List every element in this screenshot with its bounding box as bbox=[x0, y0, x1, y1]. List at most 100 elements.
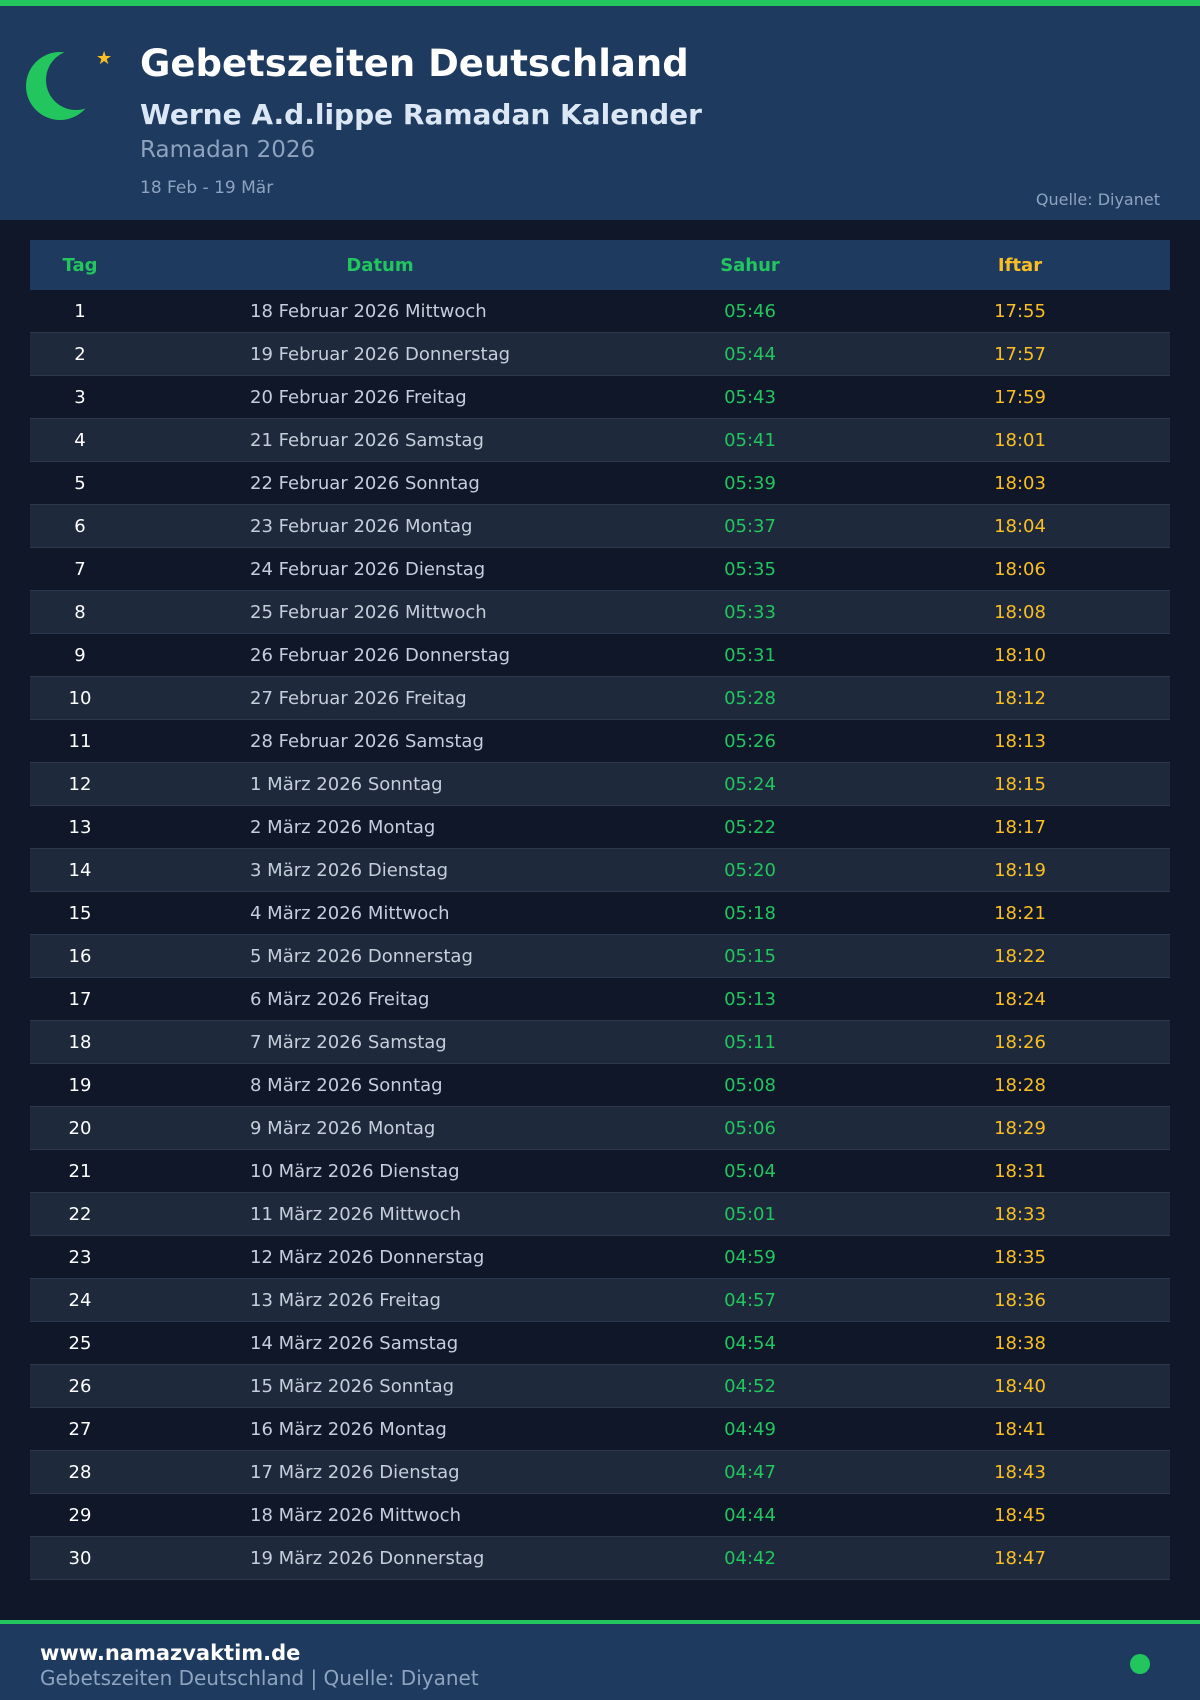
table-row: 27 16 März 2026 Montag 04:49 18:41 bbox=[30, 1408, 1170, 1451]
table-row: 4 21 Februar 2026 Samstag 05:41 18:01 bbox=[30, 419, 1170, 462]
footer-subtitle: Gebetszeiten Deutschland | Quelle: Diyan… bbox=[40, 1666, 479, 1690]
iftar-time: 18:28 bbox=[994, 1074, 1046, 1096]
day-number: 30 bbox=[68, 1547, 92, 1569]
day-number: 27 bbox=[68, 1418, 92, 1440]
sahur-time: 05:04 bbox=[724, 1160, 776, 1182]
column-header-iftar: Iftar bbox=[997, 254, 1043, 276]
date-cell: 25 Februar 2026 Mittwoch bbox=[250, 601, 487, 623]
day-number: 20 bbox=[68, 1117, 92, 1139]
date-cell: 21 Februar 2026 Samstag bbox=[250, 429, 484, 451]
iftar-time: 18:17 bbox=[994, 816, 1046, 838]
iftar-time: 18:19 bbox=[994, 859, 1046, 881]
sahur-time: 05:08 bbox=[724, 1074, 776, 1096]
day-number: 19 bbox=[68, 1074, 92, 1096]
iftar-time: 18:04 bbox=[994, 515, 1046, 537]
date-cell: 3 März 2026 Dienstag bbox=[250, 859, 449, 881]
table-row: 29 18 März 2026 Mittwoch 04:44 18:45 bbox=[30, 1494, 1170, 1537]
day-number: 21 bbox=[68, 1160, 92, 1182]
date-cell: 19 März 2026 Donnerstag bbox=[250, 1547, 485, 1569]
sahur-time: 05:37 bbox=[724, 515, 776, 537]
sahur-time: 05:22 bbox=[724, 816, 776, 838]
day-number: 3 bbox=[74, 386, 86, 408]
table-row: 23 12 März 2026 Donnerstag 04:59 18:35 bbox=[30, 1236, 1170, 1279]
table-row: 7 24 Februar 2026 Dienstag 05:35 18:06 bbox=[30, 548, 1170, 591]
crescent-moon-icon bbox=[26, 52, 94, 120]
date-cell: 18 März 2026 Mittwoch bbox=[250, 1504, 461, 1526]
day-number: 16 bbox=[68, 945, 92, 967]
table-row: 21 10 März 2026 Dienstag 05:04 18:31 bbox=[30, 1150, 1170, 1193]
table-row: 28 17 März 2026 Dienstag 04:47 18:43 bbox=[30, 1451, 1170, 1494]
date-cell: 22 Februar 2026 Sonntag bbox=[250, 472, 480, 494]
sahur-time: 05:01 bbox=[724, 1203, 776, 1225]
day-number: 9 bbox=[74, 644, 86, 666]
page-header: ★ Gebetszeiten Deutschland Werne A.d.lip… bbox=[0, 6, 1200, 220]
date-cell: 6 März 2026 Freitag bbox=[250, 988, 430, 1010]
date-cell: 9 März 2026 Montag bbox=[250, 1117, 436, 1139]
page-title: Gebetszeiten Deutschland bbox=[140, 42, 689, 85]
sahur-time: 05:31 bbox=[724, 644, 776, 666]
iftar-time: 18:08 bbox=[994, 601, 1046, 623]
site-link[interactable]: www.namazvaktim.de bbox=[40, 1641, 301, 1665]
iftar-time: 18:21 bbox=[994, 902, 1046, 924]
iftar-time: 18:13 bbox=[994, 730, 1046, 752]
date-cell: 27 Februar 2026 Freitag bbox=[250, 687, 467, 709]
iftar-time: 18:10 bbox=[994, 644, 1046, 666]
table-row: 1 18 Februar 2026 Mittwoch 05:46 17:55 bbox=[30, 290, 1170, 333]
iftar-time: 18:43 bbox=[994, 1461, 1046, 1483]
sahur-time: 05:11 bbox=[724, 1031, 776, 1053]
sahur-time: 05:33 bbox=[724, 601, 776, 623]
iftar-time: 18:03 bbox=[994, 472, 1046, 494]
footer-accent-line bbox=[0, 1620, 1200, 1624]
sahur-time: 05:18 bbox=[724, 902, 776, 924]
sahur-time: 04:49 bbox=[724, 1418, 776, 1440]
day-number: 11 bbox=[68, 730, 92, 752]
day-number: 22 bbox=[68, 1203, 92, 1225]
sahur-time: 04:57 bbox=[724, 1289, 776, 1311]
date-cell: 26 Februar 2026 Donnerstag bbox=[250, 644, 511, 666]
table-row: 6 23 Februar 2026 Montag 05:37 18:04 bbox=[30, 505, 1170, 548]
table-row: 9 26 Februar 2026 Donnerstag 05:31 18:10 bbox=[30, 634, 1170, 677]
day-number: 8 bbox=[74, 601, 86, 623]
iftar-time: 17:55 bbox=[994, 300, 1046, 322]
sahur-time: 04:47 bbox=[724, 1461, 776, 1483]
page-footer: www.namazvaktim.de Gebetszeiten Deutschl… bbox=[0, 1624, 1200, 1700]
date-cell: 11 März 2026 Mittwoch bbox=[250, 1203, 461, 1225]
day-number: 25 bbox=[68, 1332, 92, 1354]
day-number: 1 bbox=[74, 300, 86, 322]
iftar-time: 18:31 bbox=[994, 1160, 1046, 1182]
date-cell: 1 März 2026 Sonntag bbox=[250, 773, 443, 795]
day-number: 29 bbox=[68, 1504, 92, 1526]
table-row: 15 4 März 2026 Mittwoch 05:18 18:21 bbox=[30, 892, 1170, 935]
date-cell: 14 März 2026 Samstag bbox=[250, 1332, 459, 1354]
date-cell: 20 Februar 2026 Freitag bbox=[250, 386, 467, 408]
table-row: 13 2 März 2026 Montag 05:22 18:17 bbox=[30, 806, 1170, 849]
table-row: 24 13 März 2026 Freitag 04:57 18:36 bbox=[30, 1279, 1170, 1322]
table-row: 22 11 März 2026 Mittwoch 05:01 18:33 bbox=[30, 1193, 1170, 1236]
date-cell: 24 Februar 2026 Dienstag bbox=[250, 558, 486, 580]
day-number: 10 bbox=[68, 687, 92, 709]
table-row: 17 6 März 2026 Freitag 05:13 18:24 bbox=[30, 978, 1170, 1021]
sahur-time: 05:41 bbox=[724, 429, 776, 451]
day-number: 14 bbox=[68, 859, 92, 881]
table-row: 30 19 März 2026 Donnerstag 04:42 18:47 bbox=[30, 1537, 1170, 1580]
iftar-time: 18:38 bbox=[994, 1332, 1046, 1354]
sahur-time: 04:42 bbox=[724, 1547, 776, 1569]
date-cell: 28 Februar 2026 Samstag bbox=[250, 730, 484, 752]
iftar-time: 18:15 bbox=[994, 773, 1046, 795]
sahur-time: 05:26 bbox=[724, 730, 776, 752]
date-cell: 13 März 2026 Freitag bbox=[250, 1289, 441, 1311]
star-icon: ★ bbox=[96, 48, 113, 69]
date-cell: 18 Februar 2026 Mittwoch bbox=[250, 300, 487, 322]
sahur-time: 05:44 bbox=[724, 343, 776, 365]
iftar-time: 18:36 bbox=[994, 1289, 1046, 1311]
sahur-time: 04:44 bbox=[724, 1504, 776, 1526]
date-cell: 23 Februar 2026 Montag bbox=[250, 515, 473, 537]
date-cell: 19 Februar 2026 Donnerstag bbox=[250, 343, 511, 365]
sahur-time: 05:15 bbox=[724, 945, 776, 967]
day-number: 17 bbox=[68, 988, 92, 1010]
status-dot-icon bbox=[1130, 1654, 1150, 1674]
table-row: 3 20 Februar 2026 Freitag 05:43 17:59 bbox=[30, 376, 1170, 419]
date-cell: 17 März 2026 Dienstag bbox=[250, 1461, 460, 1483]
iftar-time: 18:06 bbox=[994, 558, 1046, 580]
ramadan-calendar-table: Tag Datum Sahur Iftar 1 18 Februar 2026 M… bbox=[30, 240, 1170, 1580]
